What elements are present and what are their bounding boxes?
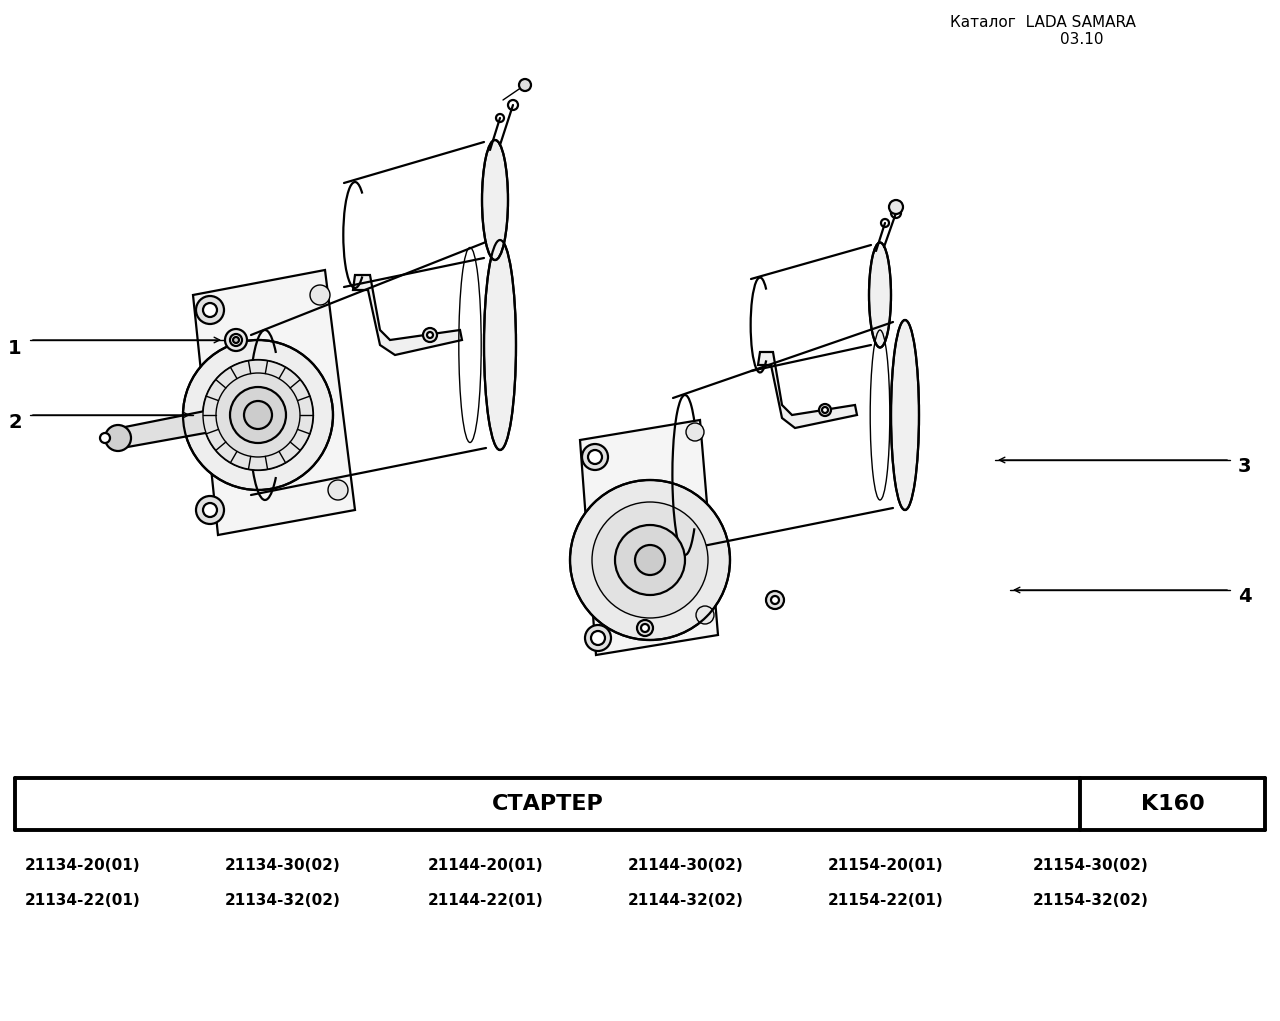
Circle shape <box>570 480 730 640</box>
Circle shape <box>696 606 714 624</box>
Polygon shape <box>758 352 858 428</box>
Text: 4: 4 <box>1238 586 1252 605</box>
Circle shape <box>686 423 704 441</box>
Ellipse shape <box>869 243 891 347</box>
Circle shape <box>230 334 242 346</box>
Circle shape <box>771 596 780 604</box>
Circle shape <box>635 545 666 575</box>
Ellipse shape <box>483 140 508 260</box>
Text: Каталог  LADA SAMARA: Каталог LADA SAMARA <box>950 15 1135 30</box>
Text: 2: 2 <box>8 414 22 433</box>
Circle shape <box>765 591 783 609</box>
Text: 21144-32(02): 21144-32(02) <box>628 893 744 908</box>
Circle shape <box>310 285 330 305</box>
Text: 21154-30(02): 21154-30(02) <box>1033 858 1148 873</box>
Text: 03.10: 03.10 <box>1060 32 1103 47</box>
Circle shape <box>637 620 653 636</box>
Text: 1: 1 <box>8 339 22 357</box>
Circle shape <box>614 525 685 595</box>
Circle shape <box>890 200 902 214</box>
Text: 21134-30(02): 21134-30(02) <box>225 858 340 873</box>
Circle shape <box>233 337 239 343</box>
Circle shape <box>819 404 831 416</box>
Circle shape <box>196 296 224 324</box>
Circle shape <box>582 444 608 470</box>
Text: 21134-20(01): 21134-20(01) <box>26 858 141 873</box>
Text: СТАРТЕР: СТАРТЕР <box>492 794 603 814</box>
Circle shape <box>100 433 110 443</box>
Circle shape <box>588 450 602 464</box>
Circle shape <box>216 373 300 457</box>
Circle shape <box>244 401 273 429</box>
Circle shape <box>223 380 293 450</box>
Circle shape <box>328 480 348 500</box>
Ellipse shape <box>484 240 516 450</box>
Circle shape <box>230 387 285 443</box>
Circle shape <box>183 340 333 490</box>
Text: 21154-22(01): 21154-22(01) <box>828 893 943 908</box>
Circle shape <box>204 503 218 517</box>
Text: 21144-22(01): 21144-22(01) <box>428 893 544 908</box>
Circle shape <box>641 624 649 632</box>
Text: 21144-30(02): 21144-30(02) <box>628 858 744 873</box>
Circle shape <box>591 631 605 645</box>
Circle shape <box>204 303 218 317</box>
Polygon shape <box>580 420 718 655</box>
Text: 21144-20(01): 21144-20(01) <box>428 858 544 873</box>
Circle shape <box>422 328 436 342</box>
Circle shape <box>518 79 531 91</box>
Circle shape <box>204 360 314 470</box>
Ellipse shape <box>891 320 919 510</box>
Circle shape <box>822 407 828 414</box>
Polygon shape <box>353 275 462 355</box>
Circle shape <box>428 332 433 338</box>
Circle shape <box>591 502 708 618</box>
Circle shape <box>105 425 131 451</box>
Polygon shape <box>193 270 355 535</box>
Text: 21154-32(02): 21154-32(02) <box>1033 893 1149 908</box>
Circle shape <box>196 496 224 524</box>
Text: 21154-20(01): 21154-20(01) <box>828 858 943 873</box>
Circle shape <box>204 360 314 470</box>
Circle shape <box>585 625 611 651</box>
Text: 21134-32(02): 21134-32(02) <box>225 893 340 908</box>
Text: 21134-22(01): 21134-22(01) <box>26 893 141 908</box>
Circle shape <box>225 329 247 351</box>
Text: 3: 3 <box>1238 456 1252 476</box>
Text: K160: K160 <box>1140 794 1204 814</box>
Polygon shape <box>120 408 221 448</box>
